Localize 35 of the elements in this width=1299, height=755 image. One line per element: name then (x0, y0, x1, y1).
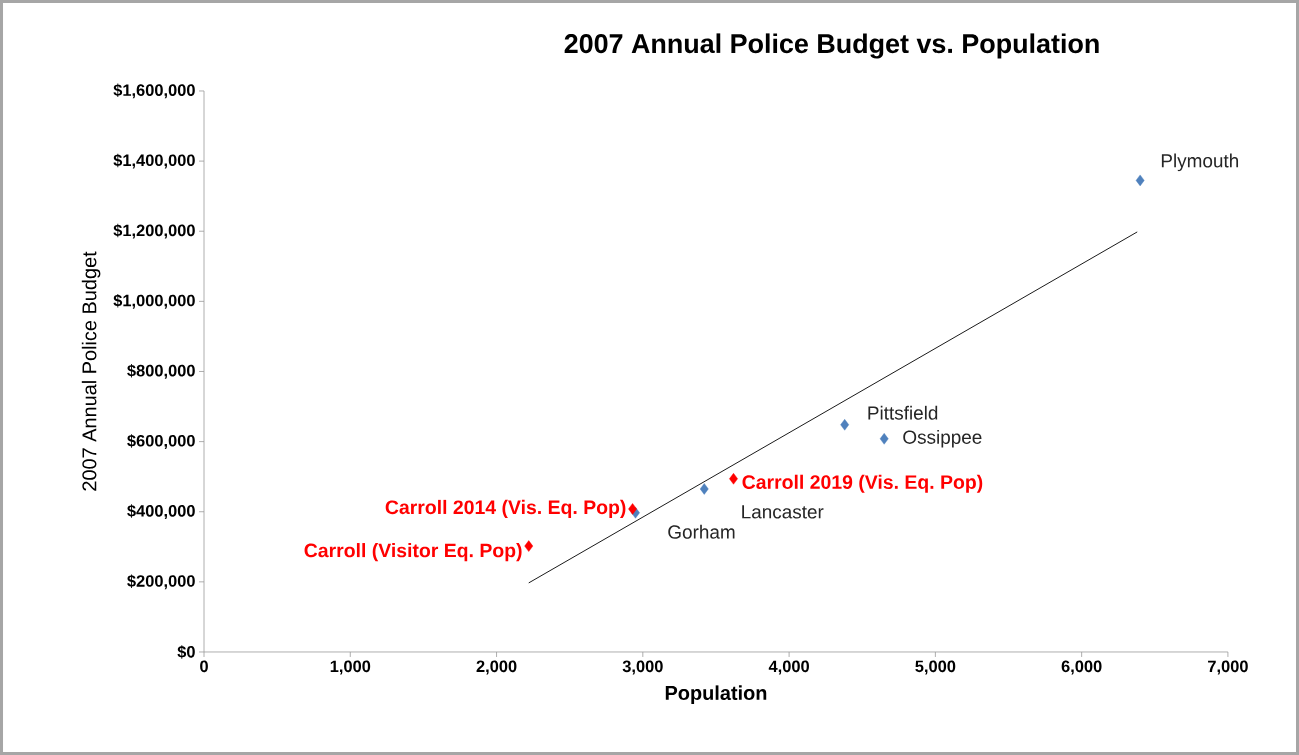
y-tick-label: $600,000 (127, 434, 195, 449)
x-tick-label: 6,000 (1061, 660, 1102, 675)
y-tick-label: $1,000,000 (113, 293, 195, 309)
annotation: Gorham (668, 524, 735, 539)
chart-title: 2007 Annual Police Budget vs. Population (564, 33, 1099, 59)
annotation: Carroll 2014 (Vis. Eq. Pop) (385, 499, 626, 518)
annotation: Pittsfield (868, 405, 938, 420)
y-tick-label: $200,000 (127, 574, 195, 590)
annotation: Plymouth (1161, 153, 1239, 172)
y-tick-label: $1,400,000 (113, 153, 195, 169)
point (699, 483, 709, 495)
annotation: Lancaster (742, 505, 824, 519)
point (628, 503, 637, 515)
x-tick-label: 0 (200, 660, 208, 673)
annotation: Carroll 2019 (Vis. Eq. Pop) (742, 474, 983, 493)
point (1135, 174, 1145, 187)
x-tick-label: 7,000 (1208, 660, 1248, 675)
y-tick-label: $1,600,000 (113, 83, 195, 99)
x-tick-label: 2,000 (476, 660, 517, 675)
y-tick-label: $800,000 (127, 364, 195, 379)
point (879, 433, 889, 445)
y-tick-label: $1,200,000 (113, 223, 195, 239)
annotation: Ossippee (903, 429, 982, 448)
point (524, 540, 534, 552)
x-tick-label: 3,000 (622, 660, 663, 675)
x-axis-title: Population (665, 685, 767, 704)
y-tick-label: $400,000 (127, 504, 195, 520)
point (840, 419, 850, 431)
x-tick-label: 4,000 (768, 660, 809, 675)
x-tick-label: 5,000 (915, 660, 956, 675)
point (729, 473, 738, 485)
y-tick-label: $0 (177, 645, 195, 659)
x-tick-label: 1,000 (330, 660, 371, 675)
annotation: Carroll (Visitor Eq. Pop) (304, 543, 522, 562)
y-axis-title: 2007 Annual Police Budget (81, 251, 101, 491)
